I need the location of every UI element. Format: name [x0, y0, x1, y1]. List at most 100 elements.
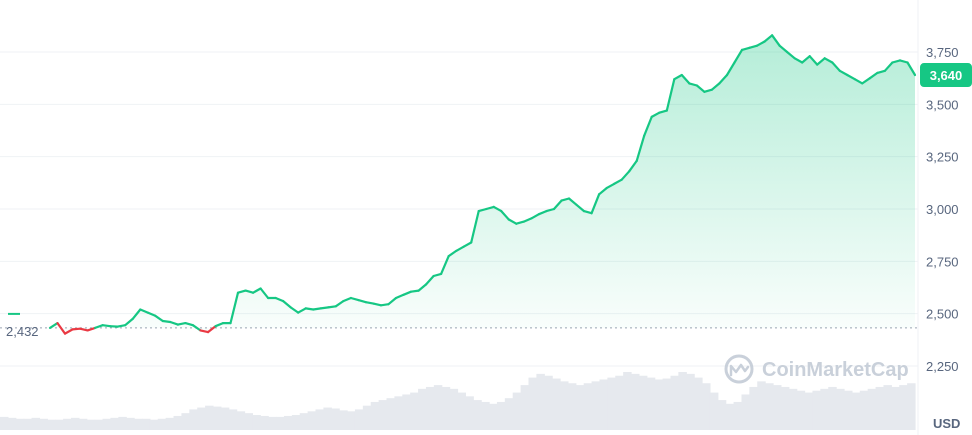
- y-tick-label: 2,250: [926, 359, 959, 374]
- volume-bar: [31, 417, 41, 430]
- price-line-segment: [725, 61, 736, 77]
- volume-bar: [252, 415, 261, 430]
- volume-bar: [23, 418, 33, 430]
- price-line-segment: [229, 291, 240, 325]
- price-line-segment: [861, 77, 872, 85]
- volume-bar: [7, 417, 17, 430]
- volume-bar: [899, 385, 908, 430]
- volume-bar: [362, 405, 372, 430]
- price-line-segment: [597, 187, 608, 196]
- volume-bar: [859, 390, 869, 430]
- price-line-segment: [236, 289, 247, 294]
- volume-bars: [0, 372, 916, 430]
- price-line-segment: [838, 69, 849, 77]
- volume-bar: [260, 415, 269, 430]
- volume-bar: [702, 383, 711, 430]
- price-line-segment: [379, 303, 390, 307]
- price-line-segment: [658, 109, 668, 114]
- volume-bar: [47, 419, 56, 430]
- price-line-segment: [823, 57, 834, 64]
- volume-bar: [220, 407, 230, 430]
- volume-bar: [315, 409, 325, 430]
- price-line-segment: [176, 322, 187, 326]
- price-line-segment: [48, 322, 59, 329]
- volume-bar: [575, 385, 585, 430]
- price-line-segment: [206, 325, 217, 334]
- volume-bar: [228, 409, 238, 430]
- volume-bar: [591, 381, 601, 430]
- price-line-segment: [282, 300, 292, 309]
- price-line-segment: [191, 324, 202, 332]
- watermark-text: CoinMarketCap: [762, 359, 909, 381]
- price-line-segment: [785, 50, 796, 60]
- volume-bar: [780, 386, 790, 430]
- volume-bar: [891, 386, 900, 430]
- y-tick-label: 3,500: [926, 97, 959, 112]
- price-line-segment: [485, 205, 495, 211]
- price-line-segment: [214, 322, 225, 328]
- price-line-segment: [763, 34, 774, 43]
- volume-bar: [394, 396, 403, 430]
- price-line-segment: [748, 44, 759, 49]
- volume-bar: [165, 417, 175, 430]
- volume-bar: [709, 392, 719, 430]
- volume-bar: [126, 417, 135, 430]
- price-line-segment: [620, 170, 631, 181]
- volume-bar: [181, 413, 190, 430]
- price-line-segment: [71, 327, 82, 331]
- price-line-segment: [319, 306, 330, 310]
- price-line-segment: [289, 306, 300, 314]
- price-line-segment: [274, 296, 285, 303]
- price-line-segment: [93, 324, 104, 329]
- volume-bar: [662, 378, 672, 430]
- volume-bar: [268, 416, 277, 430]
- price-line-segment: [447, 249, 458, 258]
- price-line-segment: [703, 88, 714, 93]
- price-line-segment: [605, 182, 616, 190]
- volume-bar: [433, 385, 443, 430]
- price-line-segment: [567, 197, 578, 206]
- price-line-segment: [372, 302, 383, 307]
- volume-bar: [197, 407, 206, 430]
- y-tick-label: 3,750: [926, 45, 959, 60]
- volume-bar: [788, 388, 798, 430]
- price-line-segment: [349, 296, 360, 302]
- price-line-segment: [643, 115, 653, 137]
- volume-bar: [496, 401, 506, 430]
- volume-bar: [63, 418, 72, 430]
- volume-bar: [717, 400, 727, 430]
- volume-bar: [875, 386, 885, 430]
- volume-bar: [828, 386, 837, 430]
- volume-bar: [378, 400, 388, 430]
- volume-bar: [15, 418, 25, 430]
- price-line-segment: [425, 274, 435, 286]
- volume-bar: [670, 375, 679, 430]
- volume-bar: [307, 411, 317, 430]
- y-axis: 2,250 2,500 2,750 3,000 3,250 3,500 3,750: [926, 45, 959, 374]
- volume-bar: [55, 419, 64, 430]
- price-line-segment: [755, 40, 766, 47]
- volume-bar: [425, 386, 435, 430]
- price-line-segment: [342, 296, 352, 303]
- volume-bar: [583, 383, 593, 430]
- volume-bar: [331, 408, 340, 430]
- price-line-segment: [515, 220, 526, 225]
- price-line-segment: [297, 307, 307, 314]
- volume-bar: [189, 409, 198, 430]
- volume-bar: [536, 373, 545, 430]
- volume-bar: [205, 405, 214, 430]
- price-line-segment: [455, 245, 465, 252]
- price-line-segment: [710, 82, 721, 91]
- price-line-segment: [131, 308, 142, 320]
- volume-bar: [481, 401, 490, 430]
- price-line-segment: [680, 73, 691, 85]
- volume-bar: [512, 392, 522, 430]
- volume-bar: [765, 383, 774, 430]
- volume-bar: [441, 386, 451, 430]
- volume-bar: [812, 390, 821, 430]
- volume-bar: [851, 392, 861, 430]
- volume-bar: [149, 419, 159, 430]
- price-line-segment: [357, 299, 367, 304]
- price-line-segment: [78, 327, 89, 332]
